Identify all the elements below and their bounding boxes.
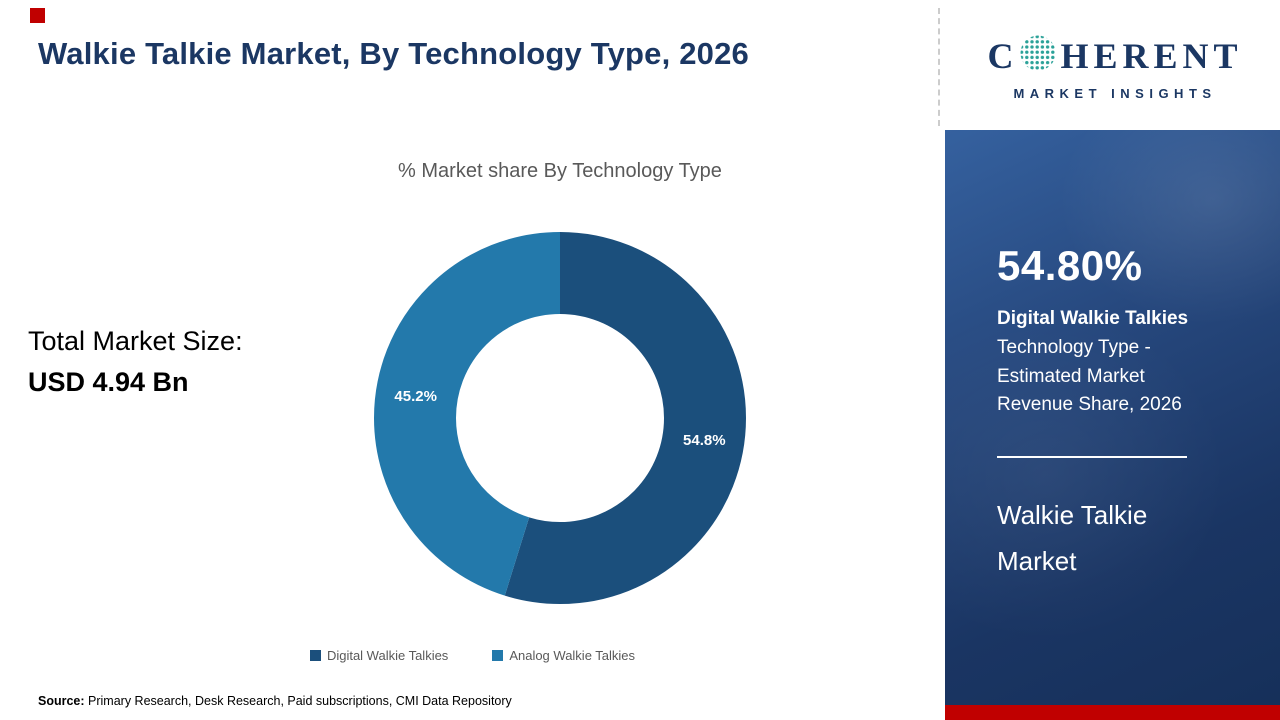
- chart-legend: Digital Walkie Talkies Analog Walkie Tal…: [0, 648, 945, 663]
- source-text: Primary Research, Desk Research, Paid su…: [84, 694, 512, 708]
- sidebar-market-name: Walkie Talkie Market: [997, 499, 1148, 577]
- legend-swatch: [309, 650, 321, 661]
- globe-dotted-icon: [1019, 34, 1057, 78]
- legend-item: Digital Walkie Talkies: [309, 648, 449, 663]
- logo-separator-dashed-line: [938, 8, 940, 126]
- right-sidebar: 54.80% Digital Walkie Talkies Technology…: [945, 130, 1280, 705]
- brand-part2: HERENT: [1060, 36, 1243, 76]
- sidebar-divider: [997, 455, 1187, 458]
- donut-segment: [374, 232, 746, 604]
- brand-part1: C: [987, 36, 1019, 76]
- red-accent-square: [30, 8, 45, 23]
- sidebar-stat-title: Digital Walkie Talkies: [997, 308, 1189, 329]
- total-market-size-label: Total Market Size:: [28, 326, 243, 356]
- total-market-size-block: Total Market Size: USD 4.94 Bn: [28, 326, 243, 398]
- brand-wordmark: C HERENT: [960, 34, 1270, 78]
- legend-item: Analog Walkie Talkies: [492, 648, 635, 663]
- brand-subtitle: MARKET INSIGHTS: [1013, 86, 1217, 101]
- brand-logo: C HERENT MARKET INSIGHTS: [960, 34, 1270, 101]
- slice-label: 54.8%: [683, 432, 726, 449]
- legend-label: Analog Walkie Talkies: [509, 648, 636, 663]
- sidebar-stat-value: 54.80%: [997, 242, 1143, 289]
- sidebar-stat-description: Technology Type - Estimated Market Reven…: [997, 337, 1182, 415]
- total-market-size-value: USD 4.94 Bn: [28, 367, 189, 397]
- donut-chart: 54.8% 45.2%: [370, 228, 750, 608]
- source-note: Source: Primary Research, Desk Research,…: [38, 694, 512, 708]
- legend-label: Digital Walkie Talkies: [326, 648, 449, 663]
- source-label: Source:: [38, 694, 85, 708]
- sidebar-red-bar: [945, 705, 1280, 720]
- chart-subtitle: % Market share By Technology Type: [398, 160, 722, 182]
- slice-label: 45.2%: [394, 388, 437, 405]
- page-title: Walkie Talkie Market, By Technology Type…: [38, 36, 749, 71]
- legend-swatch: [492, 650, 504, 661]
